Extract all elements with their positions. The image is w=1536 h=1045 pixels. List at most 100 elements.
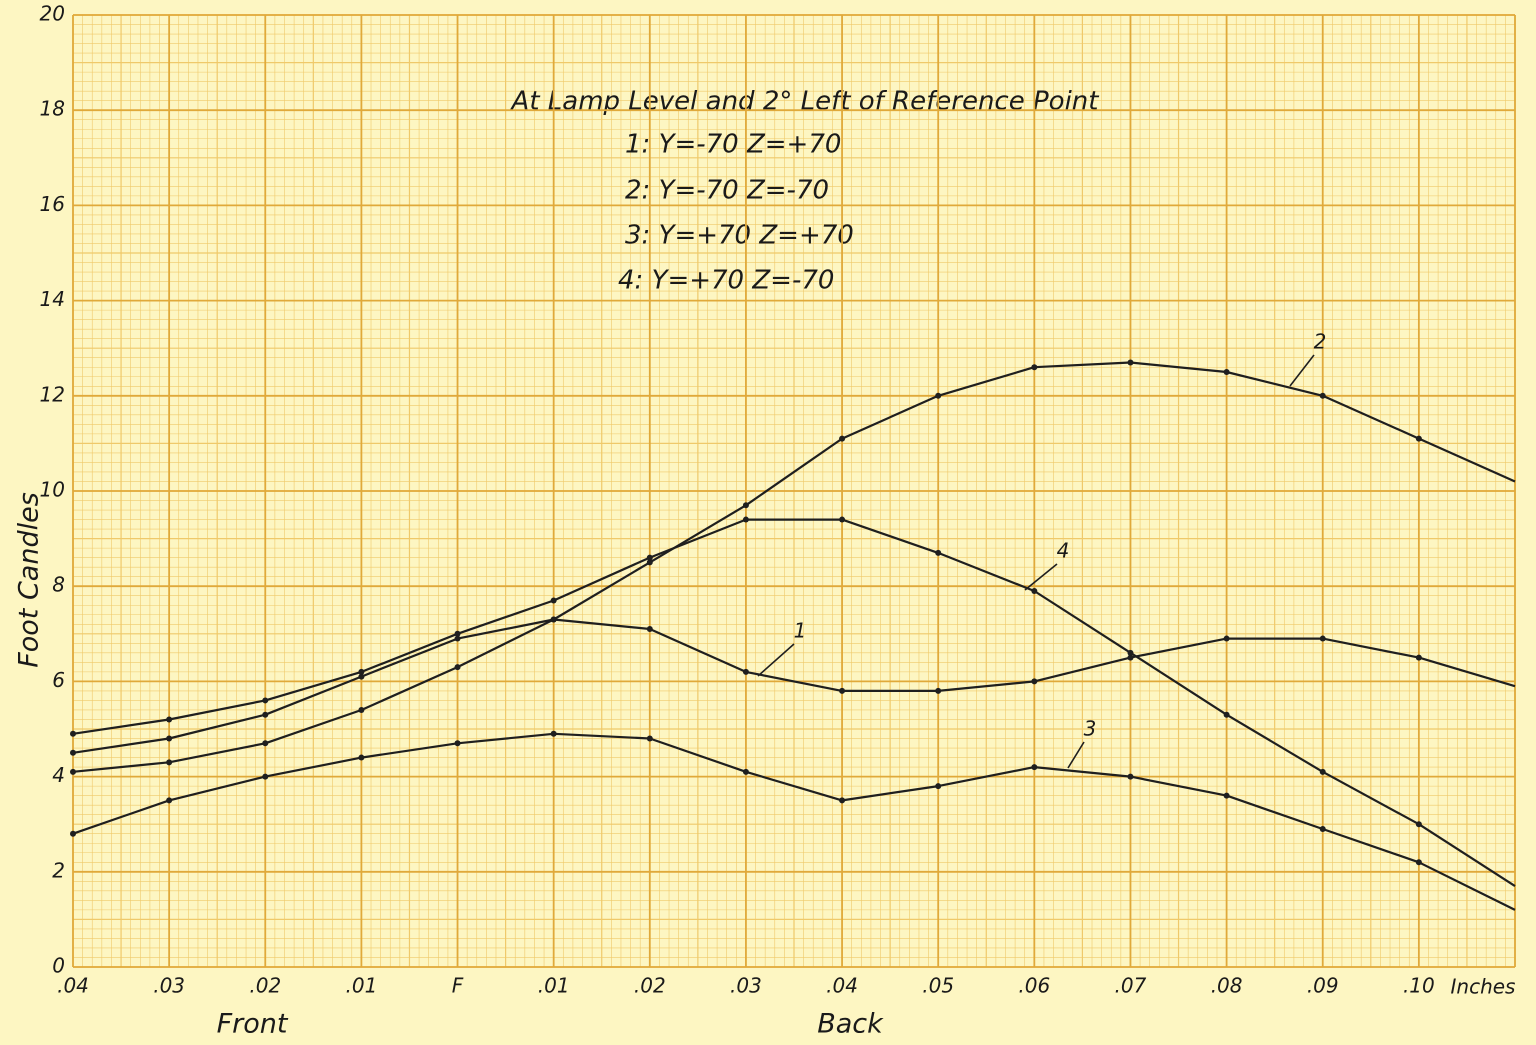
data-point <box>1415 435 1422 442</box>
x-tick-label: .01 <box>345 974 377 998</box>
data-point <box>742 516 749 523</box>
curve-label: 2 <box>1314 330 1327 354</box>
data-point <box>550 730 557 737</box>
data-point <box>1223 792 1230 799</box>
data-point <box>1319 392 1326 399</box>
legend-line: 3: Y=+70 Z=+70 <box>625 221 854 251</box>
data-point <box>550 597 557 604</box>
data-point <box>262 711 269 718</box>
x-tick-label: .02 <box>249 974 281 998</box>
x-tick-label: .09 <box>1307 974 1339 998</box>
y-tick-label: 16 <box>40 192 65 216</box>
data-point <box>454 664 461 671</box>
series-line <box>72 361 1516 773</box>
x-tick-label: .01 <box>538 974 570 998</box>
data-point <box>358 706 365 713</box>
x-tick-label: F <box>452 974 464 998</box>
y-tick-label: 4 <box>52 763 65 787</box>
data-point <box>1127 654 1134 661</box>
curve-arrow <box>1067 741 1085 769</box>
y-tick-label: 8 <box>52 573 65 597</box>
data-point <box>262 740 269 747</box>
data-point <box>70 749 76 756</box>
data-point <box>70 768 76 775</box>
data-point <box>742 668 749 675</box>
series-line <box>72 732 1516 911</box>
x-tick-label: .03 <box>730 974 762 998</box>
y-axis-label: Foot Candles <box>14 492 45 668</box>
data-point <box>742 768 749 775</box>
y-tick-label: 0 <box>52 954 65 978</box>
data-point <box>646 559 653 566</box>
curve-arrow <box>1289 354 1315 387</box>
curve-label: 3 <box>1084 717 1097 741</box>
data-point <box>646 735 653 742</box>
x-group-label: Back <box>817 1009 884 1040</box>
data-point <box>935 392 942 399</box>
data-point <box>1031 364 1038 371</box>
data-point <box>358 754 365 761</box>
data-point <box>262 697 269 704</box>
data-point <box>646 626 653 633</box>
y-tick-label: 12 <box>40 382 65 406</box>
x-tick-label: .06 <box>1018 974 1050 998</box>
y-tick-label: 10 <box>40 478 65 502</box>
x-tick-label: .03 <box>153 974 185 998</box>
data-point <box>839 516 846 523</box>
data-point <box>166 716 173 723</box>
data-point <box>935 687 942 694</box>
y-tick-label: 6 <box>52 668 65 692</box>
legend-line: 1: Y=-70 Z=+70 <box>625 130 841 160</box>
data-point <box>454 740 461 747</box>
data-point <box>1223 369 1230 375</box>
x-tick-label: .04 <box>826 974 858 998</box>
data-point <box>1319 825 1326 832</box>
data-point <box>1415 654 1422 661</box>
data-point <box>166 759 173 766</box>
data-point <box>1127 359 1134 366</box>
curve-arrow <box>757 643 795 677</box>
data-point <box>70 830 76 837</box>
data-point <box>262 773 269 780</box>
series-line <box>72 518 1516 888</box>
data-point <box>1223 635 1230 642</box>
data-point <box>358 668 365 675</box>
data-point <box>935 783 942 790</box>
data-point <box>70 730 76 737</box>
curve-arrow <box>1024 563 1058 591</box>
curve-label: 4 <box>1057 539 1070 563</box>
x-tick-label: .02 <box>634 974 666 998</box>
data-point <box>839 797 846 804</box>
data-point <box>1319 635 1326 642</box>
data-point <box>1415 859 1422 866</box>
y-tick-label: 2 <box>52 858 65 882</box>
data-point <box>1031 764 1038 771</box>
data-point <box>646 554 653 561</box>
legend-line: 2: Y=-70 Z=-70 <box>625 176 829 206</box>
curve-label: 1 <box>794 619 807 643</box>
y-tick-label: 20 <box>40 2 65 26</box>
y-tick-label: 14 <box>40 287 65 311</box>
data-point <box>1127 773 1134 780</box>
x-tick-label: .04 <box>57 974 89 998</box>
x-tick-label: .10 <box>1403 974 1435 998</box>
data-point <box>166 797 173 804</box>
data-point <box>742 502 749 509</box>
series-line <box>72 618 1516 754</box>
data-point <box>454 630 461 637</box>
chart-title: At Lamp Level and 2° Left of Reference P… <box>510 87 1100 117</box>
x-tick-label: .08 <box>1211 974 1243 998</box>
x-tick-label: .05 <box>922 974 954 998</box>
data-point <box>1223 711 1230 718</box>
data-point <box>839 687 846 694</box>
data-point <box>1319 768 1326 775</box>
data-point <box>935 549 942 556</box>
x-tick-label: .07 <box>1115 974 1147 998</box>
data-point <box>1031 678 1038 685</box>
y-tick-label: 18 <box>40 97 65 121</box>
x-axis-label: Inches <box>1451 975 1516 999</box>
data-point <box>839 435 846 442</box>
data-point <box>550 616 557 623</box>
